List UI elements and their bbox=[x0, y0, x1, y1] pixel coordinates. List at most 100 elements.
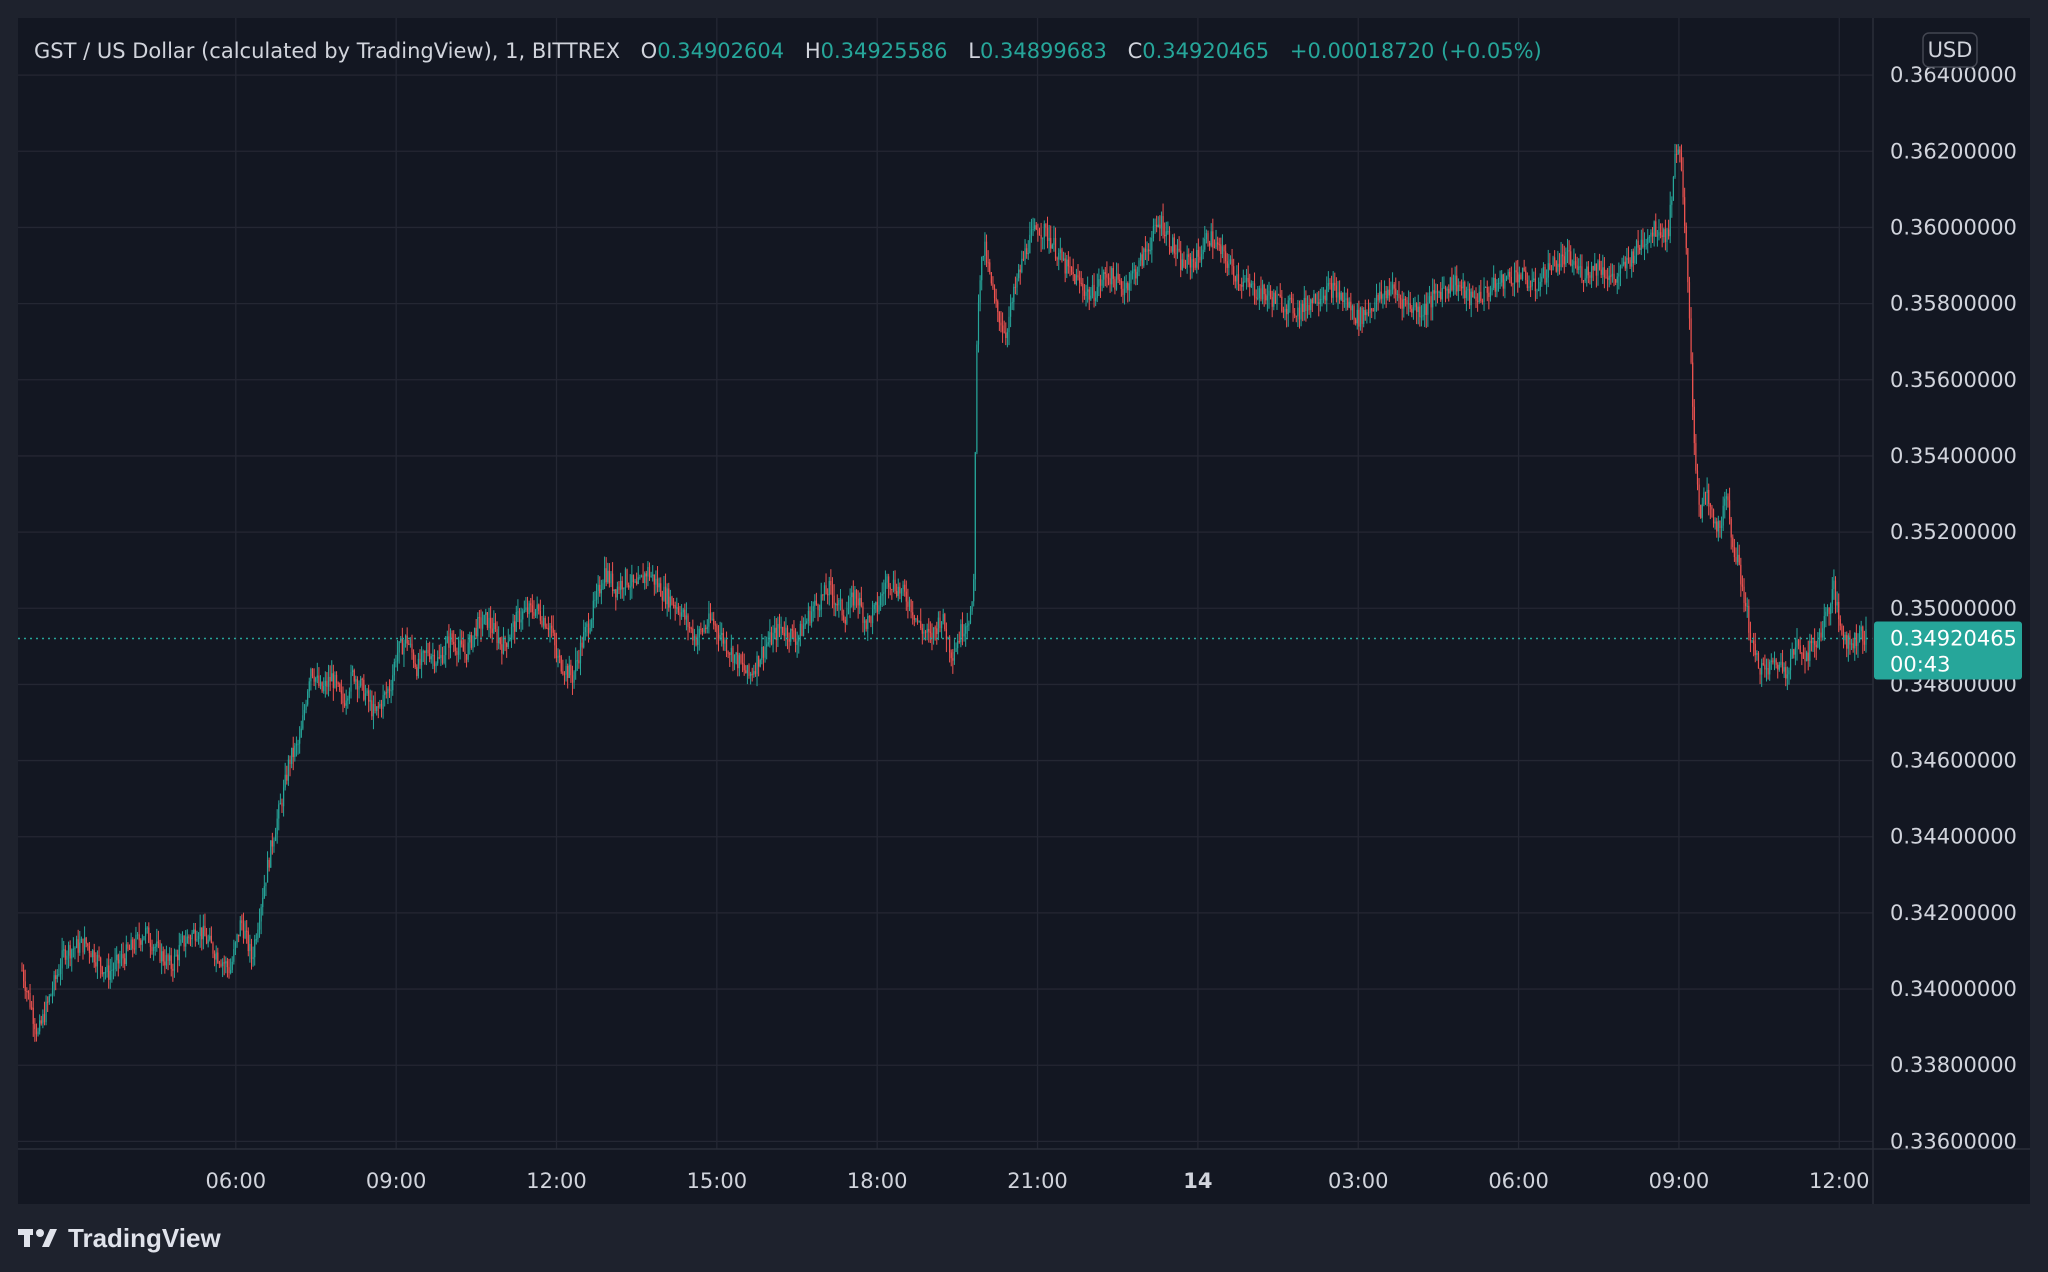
candle bbox=[748, 663, 750, 679]
candle bbox=[871, 600, 874, 635]
candle bbox=[172, 963, 174, 982]
candle bbox=[1252, 280, 1254, 296]
tradingview-brand[interactable]: TradingView bbox=[18, 1218, 221, 1258]
candle bbox=[1748, 599, 1750, 641]
candle bbox=[1003, 320, 1005, 334]
candle bbox=[992, 276, 994, 290]
candle bbox=[1343, 286, 1346, 308]
candle bbox=[719, 621, 721, 641]
candle bbox=[1642, 228, 1644, 249]
candle bbox=[1712, 508, 1715, 528]
candle bbox=[1679, 146, 1681, 163]
candle bbox=[578, 649, 580, 669]
candle bbox=[1398, 281, 1400, 308]
candle bbox=[567, 663, 569, 689]
candle bbox=[1411, 304, 1413, 318]
candle bbox=[1687, 248, 1689, 293]
candle bbox=[1698, 478, 1700, 517]
candle bbox=[79, 930, 81, 956]
candle bbox=[735, 651, 737, 665]
candle bbox=[1573, 248, 1575, 276]
candle bbox=[916, 615, 919, 625]
candle bbox=[1510, 266, 1512, 287]
candle bbox=[533, 600, 535, 619]
candle bbox=[1486, 280, 1488, 302]
candle bbox=[1404, 296, 1407, 307]
price-chart[interactable]: 0.364000000.362000000.360000000.35800000… bbox=[18, 18, 2030, 1204]
candle bbox=[1056, 256, 1058, 266]
candle bbox=[1136, 266, 1138, 285]
candle bbox=[1409, 292, 1411, 313]
candle bbox=[1408, 290, 1410, 316]
candle bbox=[1225, 244, 1227, 273]
candle bbox=[740, 653, 742, 665]
candle bbox=[278, 800, 280, 831]
candle bbox=[1006, 328, 1008, 348]
time-axis[interactable]: 06:00 09:00 12:00 15:00 18:00 21:00 14 03:00 06:… bbox=[206, 1169, 1870, 1193]
candle bbox=[109, 958, 111, 989]
candlestick-series[interactable] bbox=[21, 143, 1867, 1042]
candle bbox=[804, 614, 806, 629]
candle bbox=[1287, 295, 1289, 327]
candle bbox=[1058, 248, 1060, 271]
candle bbox=[799, 620, 801, 647]
candle bbox=[1268, 281, 1270, 309]
candle bbox=[132, 937, 134, 958]
candle bbox=[1255, 289, 1257, 306]
candle bbox=[66, 950, 68, 969]
candle bbox=[1329, 278, 1331, 290]
candle bbox=[1351, 304, 1354, 320]
candle bbox=[709, 603, 712, 624]
candle bbox=[347, 695, 349, 709]
candle bbox=[1064, 252, 1066, 283]
candle bbox=[1550, 265, 1553, 276]
candle bbox=[610, 571, 612, 588]
candle bbox=[368, 684, 370, 713]
candle bbox=[422, 649, 424, 663]
legend-change: +0.00018720 (+0.05%) bbox=[1290, 39, 1542, 63]
candle bbox=[202, 914, 204, 950]
candle bbox=[1276, 286, 1278, 310]
candle bbox=[1676, 144, 1678, 163]
candle bbox=[708, 600, 710, 634]
candle bbox=[1858, 625, 1861, 643]
candle bbox=[1234, 275, 1236, 289]
candle bbox=[868, 615, 870, 623]
candle bbox=[279, 793, 281, 805]
candle bbox=[1643, 232, 1646, 261]
price-axis[interactable]: 0.364000000.362000000.360000000.35800000… bbox=[1890, 63, 2017, 1153]
candle bbox=[45, 995, 47, 1026]
candle bbox=[401, 627, 403, 655]
candle bbox=[1178, 236, 1180, 253]
candle bbox=[1823, 603, 1825, 641]
candle bbox=[380, 699, 383, 718]
candle bbox=[356, 676, 359, 703]
chart-panel[interactable]: 0.36400000 0.36200000 0.36000000 0.35800000… bbox=[18, 18, 2030, 1204]
candle bbox=[1292, 293, 1294, 322]
candle bbox=[788, 632, 790, 653]
price-tick-label: 0.34000000 bbox=[1890, 977, 2017, 1001]
candle bbox=[1393, 282, 1395, 299]
candle bbox=[1414, 296, 1416, 311]
candle bbox=[661, 590, 663, 611]
candle bbox=[1131, 262, 1134, 280]
candle bbox=[538, 603, 540, 615]
candle bbox=[316, 662, 318, 684]
candle bbox=[939, 610, 941, 633]
currency-button[interactable]: USD bbox=[1922, 32, 1978, 68]
candle bbox=[1826, 604, 1829, 617]
candle bbox=[1586, 261, 1588, 287]
candle bbox=[1563, 245, 1565, 274]
candle bbox=[1512, 282, 1514, 297]
candle bbox=[1247, 265, 1249, 288]
candle bbox=[681, 604, 683, 620]
candle bbox=[599, 576, 601, 597]
candle bbox=[518, 608, 521, 630]
candle bbox=[1594, 253, 1596, 271]
candle bbox=[1850, 638, 1853, 651]
last-price-value: 0.34920465 bbox=[1890, 627, 2017, 651]
candle bbox=[1382, 293, 1384, 309]
candle bbox=[1416, 302, 1418, 325]
candle bbox=[1340, 290, 1342, 302]
candle bbox=[1457, 278, 1459, 302]
